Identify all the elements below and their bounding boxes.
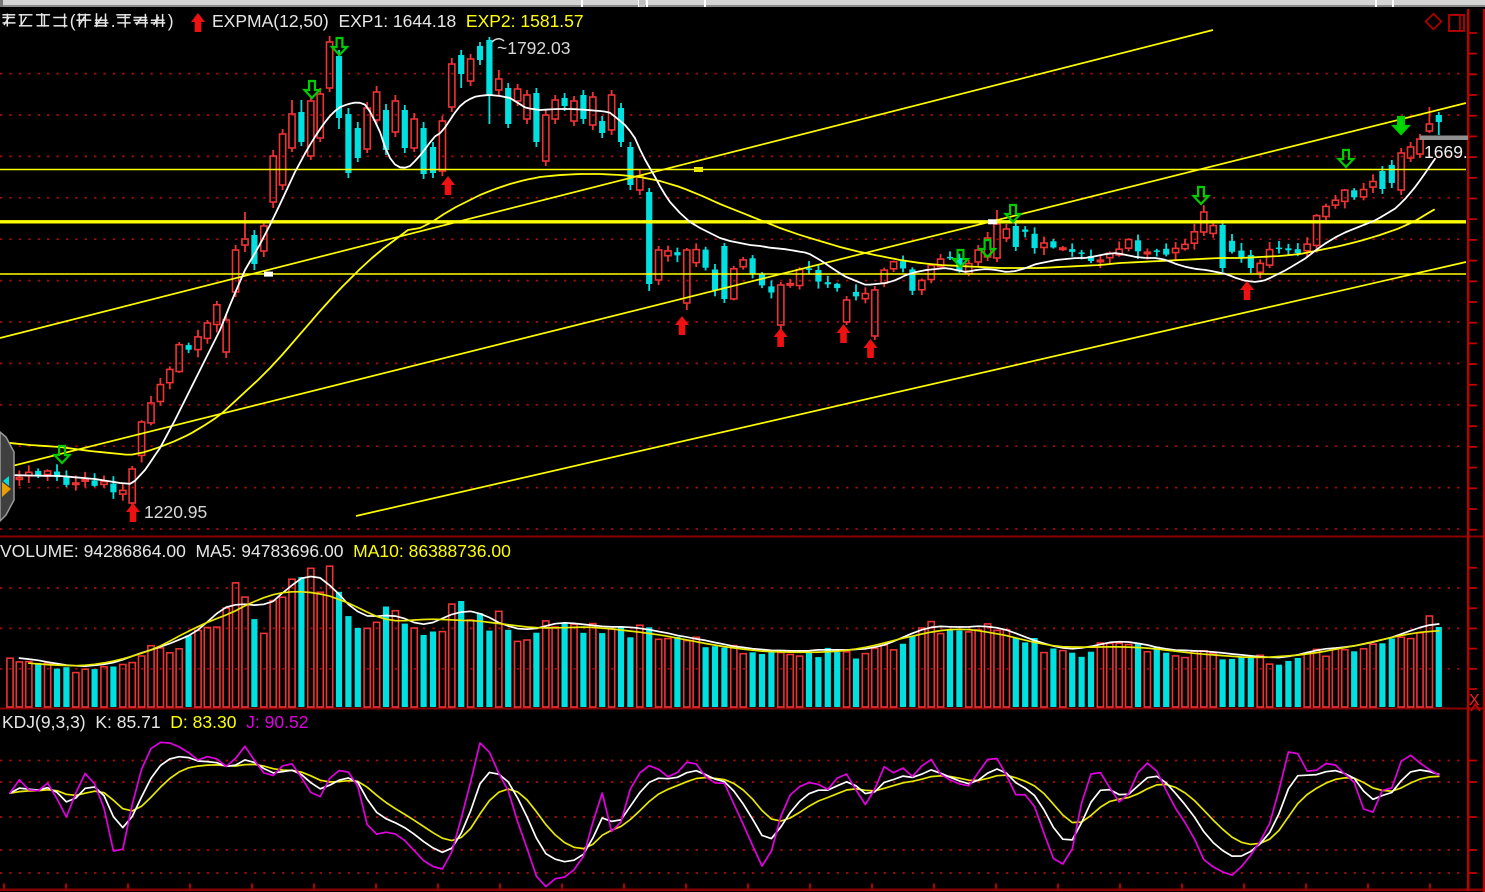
svg-text:1669.: 1669. <box>1424 142 1468 162</box>
svg-text:EXPMA(12,50) EXP1: 1644.18 E: EXPMA(12,50) EXP1: 1644.18 EXP2: 1581.57 <box>212 11 584 31</box>
svg-text:.: . <box>111 11 116 31</box>
svg-text:): ) <box>168 11 174 31</box>
svg-text:(: ( <box>70 11 76 31</box>
svg-text:KDJ(9,3,3) K: 85.71 D: 83.30: KDJ(9,3,3) K: 85.71 D: 83.30 J: 90.52 <box>2 712 308 732</box>
svg-text:VOLUME: 94286864.00 MA5: 9478: VOLUME: 94286864.00 MA5: 94783696.00 MA1… <box>0 541 511 561</box>
svg-text:X: X <box>1469 692 1480 709</box>
svg-text:~1792.03: ~1792.03 <box>497 38 570 58</box>
svg-text:1220.95: 1220.95 <box>144 502 207 522</box>
